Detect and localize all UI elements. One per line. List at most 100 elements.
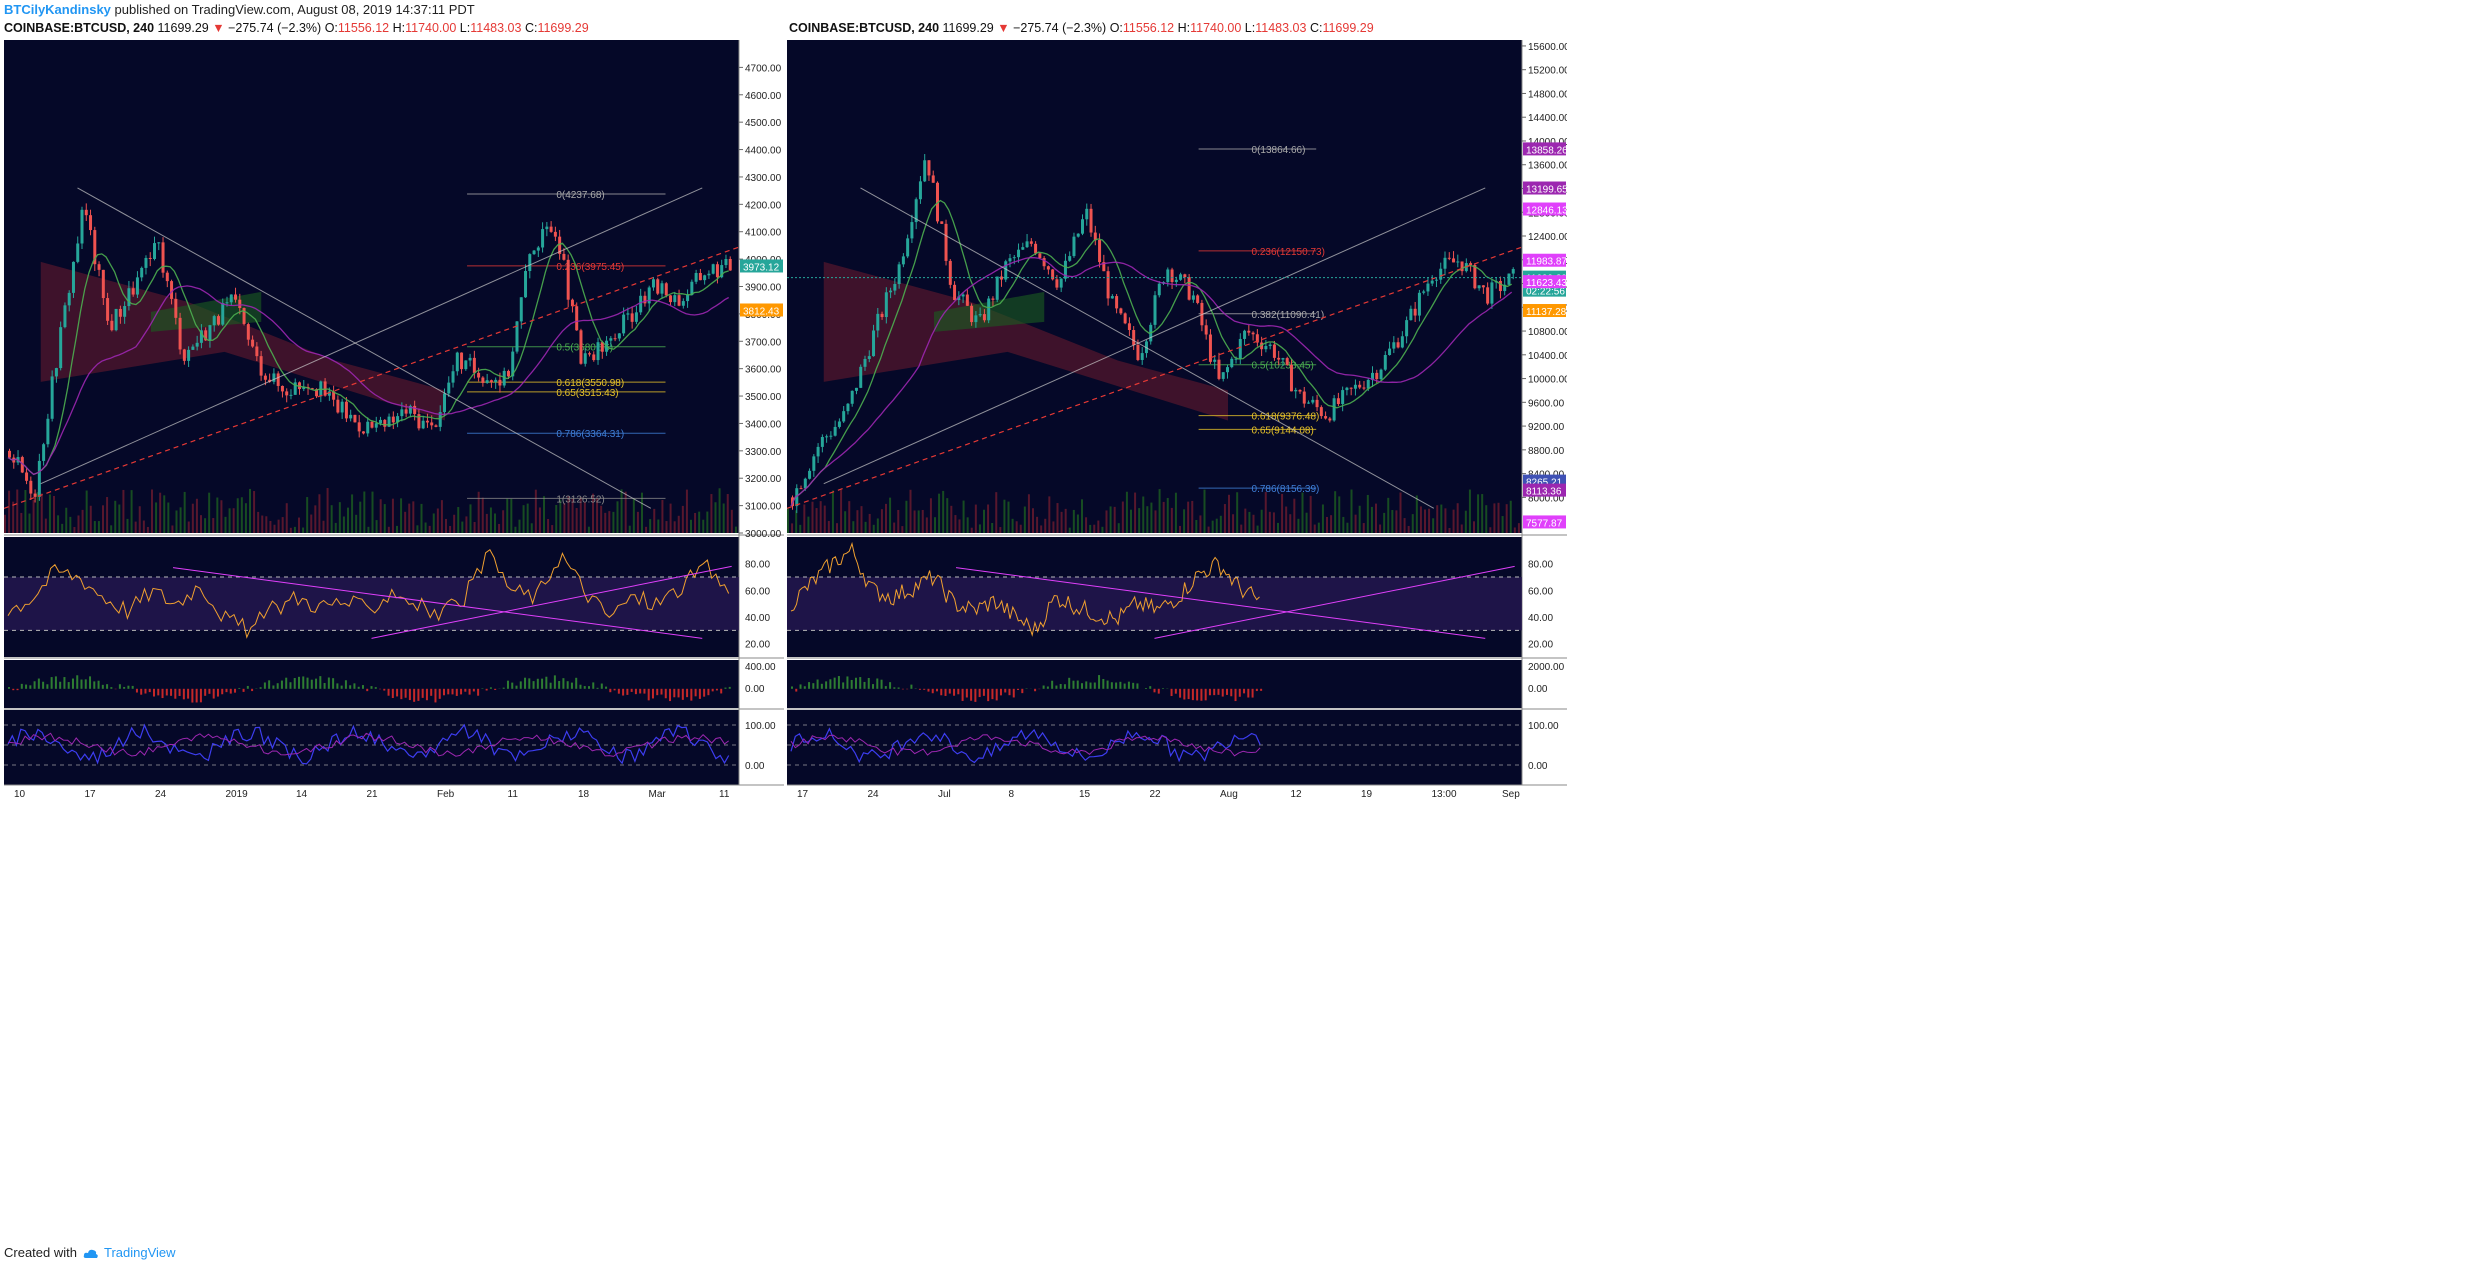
candle-body xyxy=(1213,359,1217,362)
candle-body xyxy=(720,265,724,278)
volume-bar xyxy=(371,491,374,533)
candle-body xyxy=(1119,308,1123,314)
time-tick-label: Jul xyxy=(938,789,951,800)
moving-average-fast xyxy=(790,199,1513,507)
candle-body xyxy=(829,435,833,437)
macd-bar xyxy=(825,681,828,689)
chart-panel-right[interactable]: 15600.0015200.0014800.0014400.0014000.00… xyxy=(787,40,1567,1240)
candle-body xyxy=(468,357,472,361)
volume-bar xyxy=(81,509,84,533)
price-label-text: 02:22:56 xyxy=(1526,287,1565,298)
macd-bar xyxy=(170,688,173,696)
price-tick-label: 4700.00 xyxy=(745,63,782,74)
tradingview-link[interactable]: TradingView xyxy=(104,1245,176,1260)
candle-body xyxy=(1260,342,1264,350)
candle-body xyxy=(1307,402,1311,404)
time-axis xyxy=(787,785,1567,800)
macd-bar xyxy=(443,688,445,696)
candle-body xyxy=(447,382,451,394)
volume-bar xyxy=(1113,506,1116,533)
rsi-tick-label: 80.00 xyxy=(745,560,770,571)
candle-body xyxy=(707,273,711,276)
candle-body xyxy=(1140,353,1144,360)
macd-bar xyxy=(643,688,646,694)
symbol-line-left: COINBASE:BTCUSD, 240 11699.29 ▼ −275.74 … xyxy=(4,21,589,35)
candle-body xyxy=(374,423,378,428)
candle-body xyxy=(876,313,880,331)
candle-body xyxy=(187,349,191,361)
candle-body xyxy=(135,277,139,295)
candle-body xyxy=(1264,346,1268,350)
candle-body xyxy=(336,399,340,413)
rsi-trendline-down xyxy=(955,567,1486,639)
rsi-trendline-up xyxy=(371,565,732,639)
chart-panel-left[interactable]: 4700.00 4600.00 4500.00 4400.00 4300.00 4200.… xyxy=(4,40,784,1240)
down-arrow-icon: ▼ xyxy=(212,21,225,35)
macd-bar xyxy=(1123,683,1126,689)
volume-bar xyxy=(1072,509,1075,533)
macd-bar xyxy=(803,686,806,689)
chart-svg-right[interactable]: 15600.0015200.0014800.0014400.0014000.00… xyxy=(787,40,1567,1240)
macd-bar xyxy=(1012,688,1015,698)
macd-bar xyxy=(1204,688,1207,701)
volume-bar xyxy=(1011,518,1014,533)
volume-bar xyxy=(787,508,789,533)
macd-bar xyxy=(485,688,488,691)
macd-bar xyxy=(153,688,155,697)
price-tick-label: 4400.00 xyxy=(745,146,782,157)
macd-bar xyxy=(234,688,237,693)
macd-bar xyxy=(829,679,832,689)
macd-bar xyxy=(901,688,904,690)
candle-body xyxy=(174,298,178,318)
candle-body xyxy=(430,422,434,426)
candle-body xyxy=(344,401,348,419)
time-tick-label: 17 xyxy=(85,789,97,800)
candle-body xyxy=(1336,398,1340,404)
macd-bar xyxy=(562,678,565,689)
macd-bar xyxy=(995,688,998,701)
volume-bar xyxy=(938,493,941,533)
candle-body xyxy=(1012,257,1016,259)
volume-bar xyxy=(718,488,721,533)
volume-bar xyxy=(571,498,574,533)
close-label: C: xyxy=(1309,21,1323,35)
volume-bar xyxy=(592,493,594,533)
candle-body xyxy=(366,421,370,434)
volume-bar xyxy=(563,503,566,533)
macd-bar xyxy=(1046,686,1049,689)
moving-average-slow xyxy=(790,256,1513,507)
macd-bar xyxy=(251,688,254,692)
candle-body xyxy=(562,253,566,260)
volume-bar xyxy=(1293,498,1296,533)
price-tick-label: 4300.00 xyxy=(745,173,782,184)
macd-bar xyxy=(1132,682,1135,689)
candle-body xyxy=(272,373,276,382)
candle-body xyxy=(144,257,148,268)
candle-body xyxy=(29,480,33,494)
candle-body xyxy=(1383,354,1387,370)
author-link[interactable]: BTCilyKandinsky xyxy=(4,2,111,17)
candle-body xyxy=(293,382,297,395)
volume-bar xyxy=(1036,516,1039,533)
volume-bar xyxy=(220,500,223,533)
volume-bar xyxy=(1138,508,1141,533)
candle-body xyxy=(71,261,75,293)
candle-body xyxy=(833,426,837,436)
volume-bar xyxy=(575,508,578,533)
time-tick-label: 2019 xyxy=(226,789,249,800)
volume-bar xyxy=(1309,495,1312,533)
macd-bar xyxy=(101,684,104,689)
osc-tick-label: 100.00 xyxy=(1528,721,1559,732)
candle-body xyxy=(485,380,489,383)
volume-bar xyxy=(1068,527,1071,533)
macd-bar xyxy=(927,688,930,692)
volume-bar xyxy=(240,497,243,533)
candle-body xyxy=(961,294,965,297)
candle-body xyxy=(647,287,651,304)
volume-bar xyxy=(65,507,68,533)
volume-bar xyxy=(126,518,129,533)
chart-svg-left[interactable]: 4700.00 4600.00 4500.00 4400.00 4300.00 4200.… xyxy=(4,40,784,1240)
candle-body xyxy=(519,297,523,322)
volume-bar xyxy=(1436,505,1439,533)
volume-bar xyxy=(1023,506,1026,533)
